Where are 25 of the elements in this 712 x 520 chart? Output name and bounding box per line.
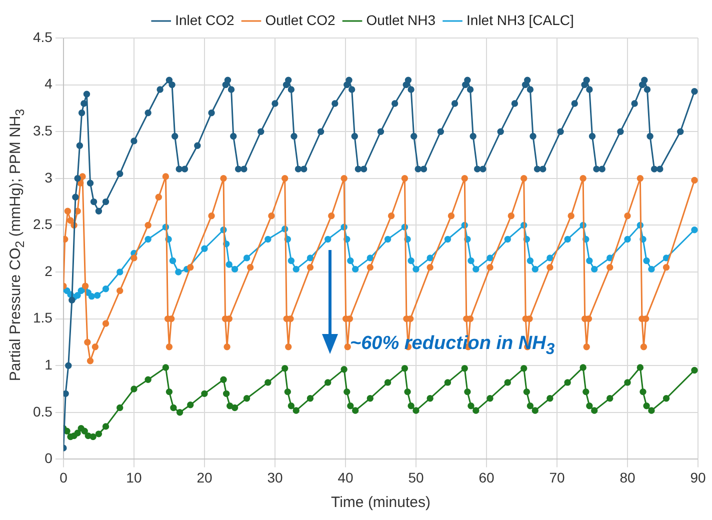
y-tick-label: 3.5 xyxy=(32,122,53,138)
x-tick-label: 80 xyxy=(620,469,636,486)
x-tick-label: 0 xyxy=(60,469,68,486)
x-axis-title: Time (minutes) xyxy=(330,494,430,512)
legend-label: Inlet CO2 xyxy=(175,12,234,28)
legend-label: Outlet NH3 xyxy=(366,12,436,28)
x-tick-label: 30 xyxy=(267,469,283,486)
x-tick-label: 70 xyxy=(549,469,565,486)
x-tick-label: 20 xyxy=(196,469,212,486)
y-tick-label: 4 xyxy=(44,76,53,92)
legend-label: Inlet NH3 [CALC] xyxy=(466,12,574,28)
y-tick-label: 3 xyxy=(44,169,53,186)
y-tick-label: 2.5 xyxy=(32,216,53,232)
y-tick-label: 2 xyxy=(44,262,53,279)
x-tick-label: 10 xyxy=(126,469,142,486)
y-tick-label: 1.5 xyxy=(32,310,53,326)
x-tick-label: 60 xyxy=(478,469,494,486)
y-tick-label: 0 xyxy=(44,450,53,466)
x-tick-label: 40 xyxy=(338,469,354,486)
x-tick-label: 50 xyxy=(408,469,424,486)
x-tick-label: 90 xyxy=(690,469,706,486)
y-tick-label: 4.5 xyxy=(32,28,53,45)
y-tick-label: 0.5 xyxy=(32,403,53,420)
legend-label: Outlet CO2 xyxy=(265,12,336,28)
y-tick-label: 1 xyxy=(44,356,53,372)
